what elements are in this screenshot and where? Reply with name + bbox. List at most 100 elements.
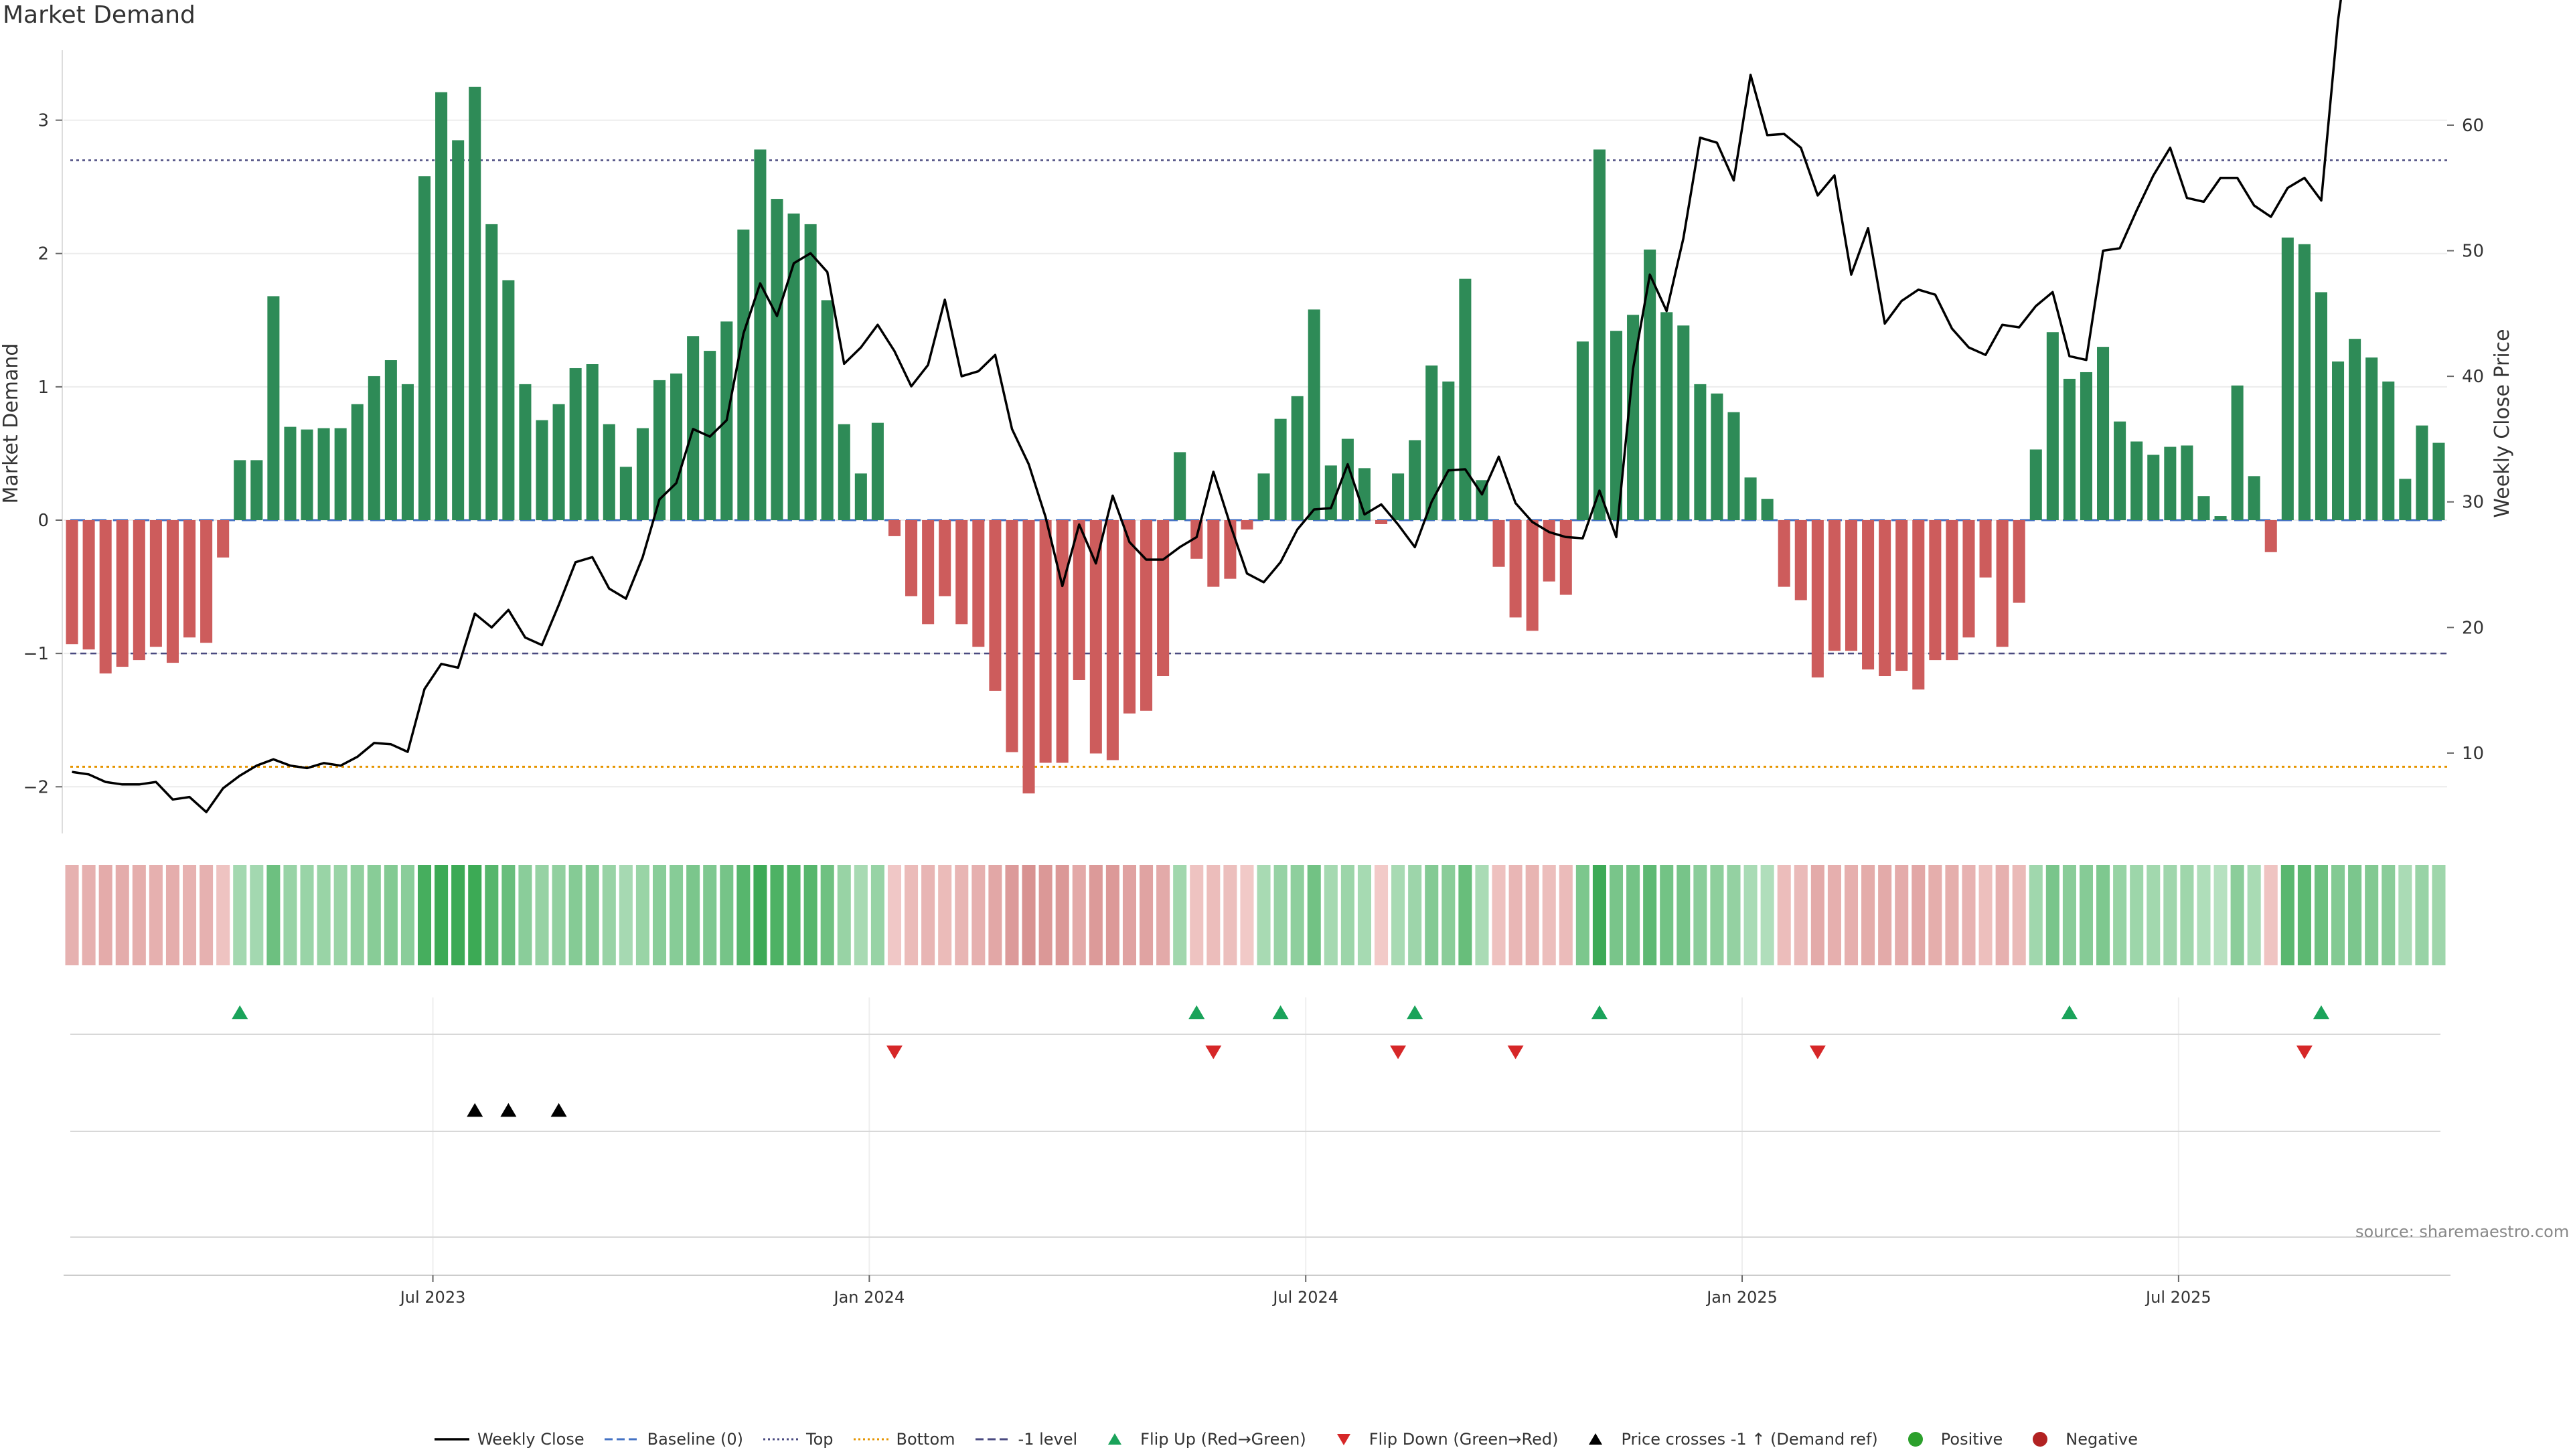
heat-cell	[1827, 865, 1841, 965]
demand-bar	[1593, 149, 1606, 521]
heat-cell	[1626, 865, 1640, 965]
demand-bar	[569, 368, 582, 521]
heat-cell	[870, 865, 884, 965]
legend-item: Price crosses -1 ↑ (Demand ref)	[1577, 1430, 1878, 1449]
demand-bar	[939, 520, 951, 596]
demand-bar	[1392, 473, 1405, 521]
demand-bar	[1442, 381, 1455, 521]
legend-item: Positive	[1897, 1430, 2003, 1449]
heat-cell	[635, 865, 649, 965]
x-tick-label: Jan 2024	[833, 1288, 905, 1307]
heat-cell	[417, 865, 432, 965]
heat-cell	[568, 865, 582, 965]
heat-cell	[350, 865, 364, 965]
legend-dash-icon	[975, 1438, 1010, 1441]
demand-bar	[133, 520, 145, 661]
demand-bar	[1089, 520, 1102, 754]
heat-cell	[1995, 865, 2009, 965]
demand-bar	[1811, 520, 1824, 677]
demand-bar	[922, 520, 935, 625]
heat-cell	[1273, 865, 1288, 965]
heat-cell	[2314, 865, 2328, 965]
flip-up-marker	[2061, 1005, 2078, 1020]
heat-cell	[501, 865, 516, 965]
heat-cell	[233, 865, 247, 965]
legend-item: -1 level	[974, 1430, 1078, 1449]
heat-cell	[1693, 865, 1707, 965]
heat-cell	[1055, 865, 1069, 965]
flip-up-marker	[2313, 1005, 2329, 1020]
flip-down-marker	[1809, 1045, 1826, 1060]
heat-cell	[854, 865, 868, 965]
demand-bar	[1744, 477, 1757, 521]
demand-bar	[1543, 520, 1555, 582]
heat-cell	[216, 865, 230, 965]
y2-tick-label: 30	[2462, 493, 2484, 513]
demand-bar	[418, 176, 431, 521]
heat-cell	[1375, 865, 1389, 965]
heat-cell	[2096, 865, 2110, 965]
heat-cell	[2163, 865, 2177, 965]
heat-cell	[720, 865, 734, 965]
legend-dot-icon	[853, 1438, 888, 1441]
demand-bar	[116, 520, 129, 667]
heat-cell	[2062, 865, 2076, 965]
demand-bar	[670, 373, 683, 521]
demand-bar	[771, 199, 783, 521]
heat-cell	[1140, 865, 1154, 965]
heat-cell	[1575, 865, 1589, 965]
demand-bar	[452, 140, 465, 521]
heat-cell	[1978, 865, 1993, 965]
demand-bar	[368, 376, 380, 521]
price-cross-marker	[550, 1103, 567, 1117]
legend-dot-icon	[763, 1438, 798, 1441]
heat-cell	[955, 865, 969, 965]
heat-cell	[451, 865, 465, 965]
heat-cell	[1156, 865, 1170, 965]
demand-bar	[284, 426, 297, 521]
demand-bar	[435, 92, 448, 521]
demand-bar	[2013, 520, 2025, 603]
heat-cell	[1442, 865, 1456, 965]
heat-cell	[938, 865, 952, 965]
heat-cell	[1458, 865, 1472, 965]
heat-cell	[535, 865, 549, 965]
heat-cell	[602, 865, 616, 965]
heat-cell	[2398, 865, 2412, 965]
heat-cell	[1592, 865, 1606, 965]
heat-cell	[1727, 865, 1741, 965]
heat-cell	[1542, 865, 1556, 965]
heat-cell	[2280, 865, 2294, 965]
flip-up-marker	[1407, 1005, 1423, 1020]
legend: Weekly Close Baseline (0) Top Bottom -1 leve…	[0, 1423, 2571, 1456]
heat-cell	[670, 865, 684, 965]
demand-bar	[2349, 339, 2361, 521]
heat-cell	[2432, 865, 2446, 965]
demand-bar	[1778, 520, 1790, 587]
demand-bar	[1006, 520, 1018, 752]
event-markers	[70, 1005, 2440, 1238]
demand-bar	[2147, 455, 2160, 521]
demand-bar	[2365, 357, 2378, 521]
demand-bar	[1257, 473, 1270, 521]
demand-bar	[1979, 520, 1992, 578]
heat-cell	[1962, 865, 1976, 965]
demand-bar	[1794, 520, 1807, 600]
heat-cell	[837, 865, 851, 965]
demand-bar	[1660, 312, 1673, 521]
demand-bar	[1879, 520, 1891, 677]
legend-item: Top	[762, 1430, 834, 1449]
demand-bar	[2029, 449, 2042, 521]
demand-bar	[536, 420, 548, 521]
flip-up-marker	[1188, 1005, 1205, 1020]
price-cross-marker	[500, 1103, 517, 1117]
demand-bar	[754, 149, 767, 521]
legend-label: -1 level	[1018, 1430, 1078, 1449]
heat-cell	[1324, 865, 1338, 965]
demand-bar	[317, 428, 330, 521]
demand-bar	[2164, 447, 2177, 521]
heat-cell	[65, 865, 79, 965]
heat-cell	[165, 865, 179, 965]
demand-bar	[888, 520, 901, 536]
heat-cell	[1878, 865, 1892, 965]
